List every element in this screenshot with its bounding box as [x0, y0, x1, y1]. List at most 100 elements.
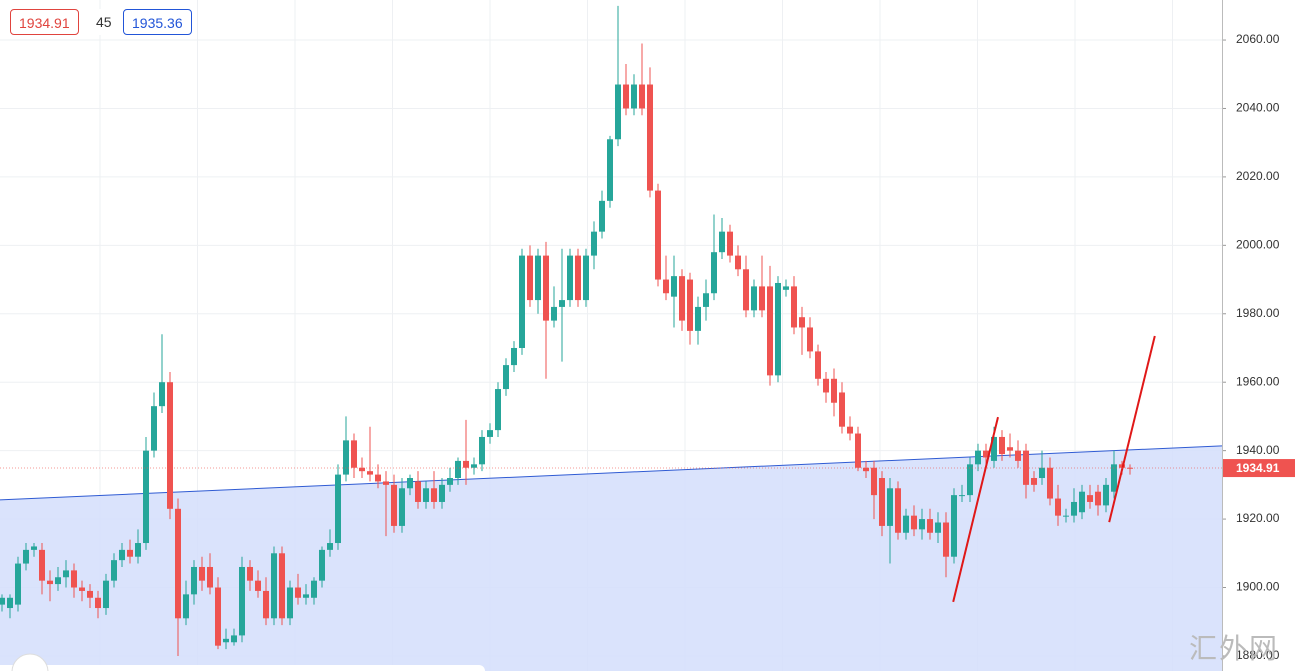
candle-body — [255, 580, 261, 591]
candle-body — [1055, 498, 1061, 516]
candle-body — [711, 252, 717, 294]
candle-body — [655, 190, 661, 280]
candle-body — [991, 436, 997, 461]
candle-body — [271, 553, 277, 619]
candle-body — [63, 570, 69, 578]
candle-body — [135, 543, 141, 557]
candle-body — [95, 597, 101, 609]
candle-body — [327, 543, 333, 550]
candle-body — [839, 392, 845, 427]
candle-body — [631, 84, 637, 109]
candle-body — [359, 467, 365, 472]
candle-body — [775, 282, 781, 376]
ask-price[interactable]: 1935.36 — [123, 9, 192, 35]
scroll-bar — [0, 665, 485, 671]
watermark: 汇外网 — [1188, 632, 1279, 665]
candle-body — [159, 382, 165, 407]
candle-body — [951, 495, 957, 557]
candle-body — [295, 587, 301, 598]
candle-body — [815, 351, 821, 379]
candle-body — [719, 231, 725, 253]
candle-body — [487, 430, 493, 437]
candle-body — [663, 279, 669, 294]
candle-body — [463, 460, 469, 468]
candle-body — [231, 635, 237, 643]
candle-body — [87, 590, 93, 598]
candle-body — [279, 553, 285, 619]
candle-body — [263, 590, 269, 619]
candle-body — [743, 269, 749, 311]
candle-body — [959, 495, 965, 497]
candle-body — [175, 508, 181, 619]
candle-body — [207, 566, 213, 588]
bid-price[interactable]: 1934.91 — [10, 9, 79, 35]
candle-body — [831, 378, 837, 403]
price-tag: 1934.91 — [1236, 461, 1280, 475]
candle-body — [423, 488, 429, 502]
candle-body — [575, 255, 581, 301]
candle-body — [583, 255, 589, 301]
candle-body — [639, 84, 645, 109]
candle-body — [39, 549, 45, 581]
candle-body — [871, 467, 877, 496]
candle-body — [1079, 491, 1085, 513]
candle-body — [47, 580, 53, 585]
candle-body — [375, 474, 381, 482]
candle-body — [71, 570, 77, 588]
candle-body — [407, 478, 413, 489]
candle-body — [799, 317, 805, 328]
candle-body — [599, 200, 605, 232]
candle-body — [215, 587, 221, 646]
candle-body — [287, 587, 293, 619]
candle-body — [967, 464, 973, 496]
candle-body — [335, 474, 341, 544]
candle-body — [503, 365, 509, 390]
candle-body — [735, 255, 741, 270]
candle-body — [671, 276, 677, 297]
candle-body — [303, 594, 309, 598]
candle-body — [567, 255, 573, 301]
candle-body — [1039, 467, 1045, 479]
candle-body — [1095, 491, 1101, 506]
candle-body — [1103, 484, 1109, 506]
candle-body — [911, 515, 917, 530]
candle-body — [343, 440, 349, 475]
candle-body — [239, 566, 245, 636]
candle-body — [543, 255, 549, 321]
candle-body — [399, 488, 405, 526]
candle-body — [7, 597, 13, 609]
candle-body — [527, 255, 533, 301]
candle-body — [0, 597, 5, 605]
candle-body — [783, 286, 789, 290]
candle-body — [383, 481, 389, 485]
candle-body — [895, 488, 901, 533]
candle-body — [535, 255, 541, 301]
spread: 45 — [92, 9, 116, 35]
candle-body — [999, 436, 1005, 455]
candle-body — [695, 306, 701, 331]
candle-body — [391, 484, 397, 526]
candle-body — [79, 587, 85, 591]
candle-body — [183, 594, 189, 619]
candle-body — [551, 306, 557, 321]
candle-body — [1031, 478, 1037, 485]
candle-body — [119, 549, 125, 561]
candle-body — [559, 300, 565, 307]
candle-body — [511, 347, 517, 366]
candle-body — [223, 638, 229, 643]
y-tick-label: 1940.00 — [1236, 443, 1280, 457]
candle-body — [607, 139, 613, 201]
candle-body — [903, 515, 909, 533]
candle-body — [415, 481, 421, 502]
candle-body — [167, 382, 173, 509]
candle-body — [927, 519, 933, 533]
candle-body — [1071, 501, 1077, 516]
candle-body — [519, 255, 525, 348]
candle-body — [15, 563, 21, 605]
candle-body — [151, 406, 157, 451]
candle-body — [623, 84, 629, 109]
candle-body — [479, 436, 485, 465]
candle-body — [199, 566, 205, 581]
candle-body — [1127, 467, 1133, 469]
